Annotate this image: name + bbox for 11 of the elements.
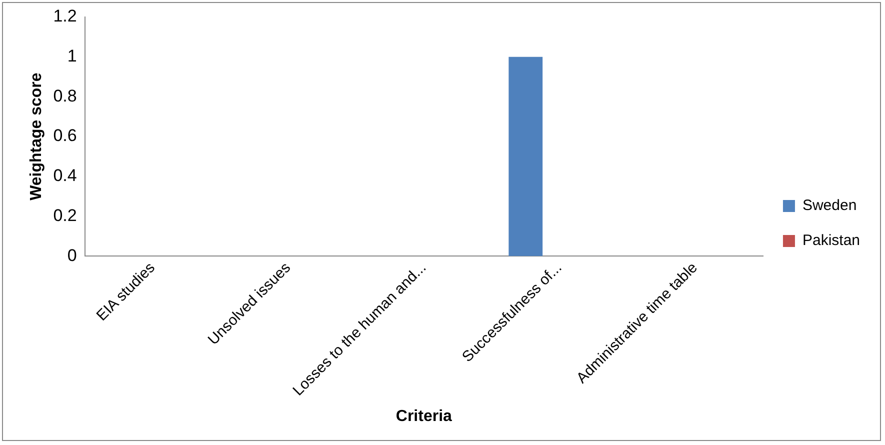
y-tick-label: 0 (67, 246, 77, 265)
legend-label: Sweden (802, 197, 857, 214)
y-tick-label: 1 (67, 46, 77, 66)
y-tick-label: 0.6 (53, 126, 77, 146)
legend-label: Pakistan (802, 232, 860, 250)
y-axis-title: Weightage score (28, 72, 46, 200)
y-tick-label: 0.8 (53, 86, 77, 106)
y-tick-label: 0.2 (53, 206, 77, 225)
y-tick-label: 0.4 (53, 166, 77, 186)
x-axis-title: Criteria (396, 408, 452, 425)
y-tick-label: 1.2 (53, 6, 77, 26)
